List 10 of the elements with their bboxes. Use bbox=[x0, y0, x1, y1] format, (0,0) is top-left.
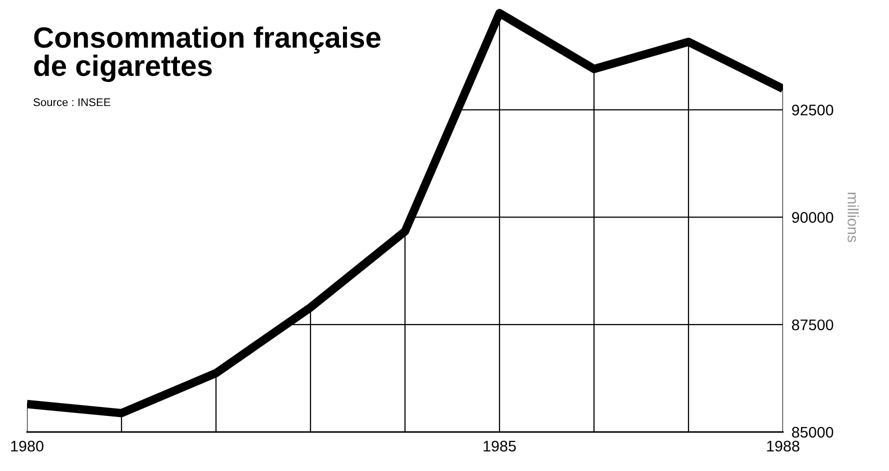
y-tick-label: 85000 bbox=[792, 426, 834, 438]
y-tick-label: 90000 bbox=[792, 212, 834, 223]
annotation: Source : INSEE bbox=[34, 98, 110, 106]
y-axis-title: millions bbox=[848, 192, 859, 242]
x-tick-label: 1980 bbox=[11, 440, 44, 452]
x-tick-label: 1985 bbox=[484, 440, 516, 452]
x-tick-label: 1988 bbox=[767, 440, 800, 452]
y-tick-label: 87500 bbox=[792, 319, 834, 330]
y-tick-label: 92500 bbox=[792, 104, 834, 116]
text: Consommation française de cigarettes bbox=[34, 26, 380, 82]
